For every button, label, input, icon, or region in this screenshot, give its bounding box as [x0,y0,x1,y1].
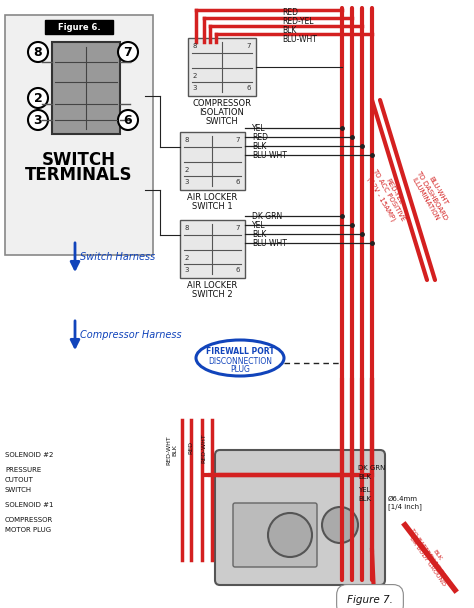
Text: 2: 2 [34,91,42,105]
Text: 6: 6 [247,85,251,91]
Text: Ø6.4mm
[1/4 inch]: Ø6.4mm [1/4 inch] [388,496,422,510]
Text: 6: 6 [124,114,132,126]
Bar [188,38,256,96]
Text: 6: 6 [236,267,240,273]
Text: 7: 7 [247,43,251,49]
Text: SOLENOID #1: SOLENOID #1 [5,502,54,508]
Text: 3: 3 [185,179,189,185]
Text: 7: 7 [236,137,240,143]
Text: 2: 2 [193,73,197,79]
Text: YEL: YEL [252,124,265,133]
Text: SOLENOID #2: SOLENOID #2 [5,452,54,458]
Text: 6: 6 [236,179,240,185]
Text: DK GRN: DK GRN [252,212,282,221]
Text: ISOLATION: ISOLATION [200,108,245,117]
Text: BLU-WHT: BLU-WHT [252,239,287,248]
Text: RED-YEL
TO ACC POSITIVE
(12V - 15AMP): RED-YEL TO ACC POSITIVE (12V - 15AMP) [364,164,412,226]
Text: SWITCH: SWITCH [206,117,238,126]
Text: FIREWALL PORT: FIREWALL PORT [206,347,274,356]
Circle shape [28,42,48,62]
Bar [180,132,245,190]
Text: PRESSURE: PRESSURE [5,467,41,473]
Text: RED: RED [252,133,268,142]
Text: AIR LOCKER: AIR LOCKER [187,193,237,202]
Text: CUTOUT: CUTOUT [5,477,34,483]
Text: TERMINALS: TERMINALS [25,166,133,184]
Text: SWITCH 1: SWITCH 1 [191,202,232,211]
Text: 3: 3 [34,114,42,126]
Ellipse shape [196,340,284,376]
Bar [52,42,120,134]
Text: DK GRN: DK GRN [358,465,385,471]
Text: 7: 7 [236,225,240,231]
Text: SWITCH: SWITCH [5,487,32,493]
Bar [45,20,113,34]
Text: 8: 8 [193,43,197,49]
Text: AIR LOCKER: AIR LOCKER [187,281,237,290]
Text: 2: 2 [185,167,189,173]
Text: RED-WHT
BLK: RED-WHT BLK [167,435,177,465]
Circle shape [118,110,138,130]
Text: 8: 8 [185,137,189,143]
Text: COMPRESSOR: COMPRESSOR [192,99,252,108]
Bar [180,220,245,278]
Text: BLK
TO BATTERY NEGATIVE
OR BODY GROUND: BLK TO BATTERY NEGATIVE OR BODY GROUND [405,524,459,592]
Text: Compressor Harness: Compressor Harness [80,330,182,340]
Text: Switch Harness: Switch Harness [80,252,155,262]
Text: SWITCH 2: SWITCH 2 [191,290,232,299]
Text: YEL: YEL [358,487,371,493]
FancyBboxPatch shape [233,503,317,567]
Text: YEL: YEL [252,221,265,230]
Text: PLUG: PLUG [230,365,250,375]
Circle shape [268,513,312,557]
Text: RED-WHT: RED-WHT [201,433,207,463]
Bar [5,15,153,255]
Text: BLK: BLK [358,496,371,502]
Text: 2: 2 [185,255,189,261]
Text: 7: 7 [124,46,132,58]
Text: BLU-WHT: BLU-WHT [282,35,317,44]
Circle shape [322,507,358,543]
Text: BLK: BLK [282,26,296,35]
Text: 3: 3 [185,267,189,273]
Circle shape [28,110,48,130]
Text: 3: 3 [193,85,197,91]
Circle shape [28,88,48,108]
Text: Figure 7.: Figure 7. [347,595,393,605]
Text: RED: RED [189,441,193,455]
Text: BLK: BLK [252,230,266,239]
Circle shape [118,42,138,62]
Text: SWITCH: SWITCH [42,151,116,169]
Text: COMPRESSOR: COMPRESSOR [5,517,53,523]
Text: BLK: BLK [252,142,266,151]
Text: Figure 6.: Figure 6. [58,22,100,32]
Text: BLU-WHT
TO DASHBOARD
ILLUMINATION: BLU-WHT TO DASHBOARD ILLUMINATION [409,165,455,224]
FancyBboxPatch shape [215,450,385,585]
Text: BLU-WHT: BLU-WHT [252,151,287,160]
Text: RED-YEL: RED-YEL [282,17,313,26]
Text: DISCONNECTION: DISCONNECTION [208,356,272,365]
Text: 8: 8 [185,225,189,231]
Text: BLK: BLK [358,474,371,480]
Text: 8: 8 [34,46,42,58]
Text: MOTOR PLUG: MOTOR PLUG [5,527,51,533]
Text: RED: RED [282,8,298,17]
